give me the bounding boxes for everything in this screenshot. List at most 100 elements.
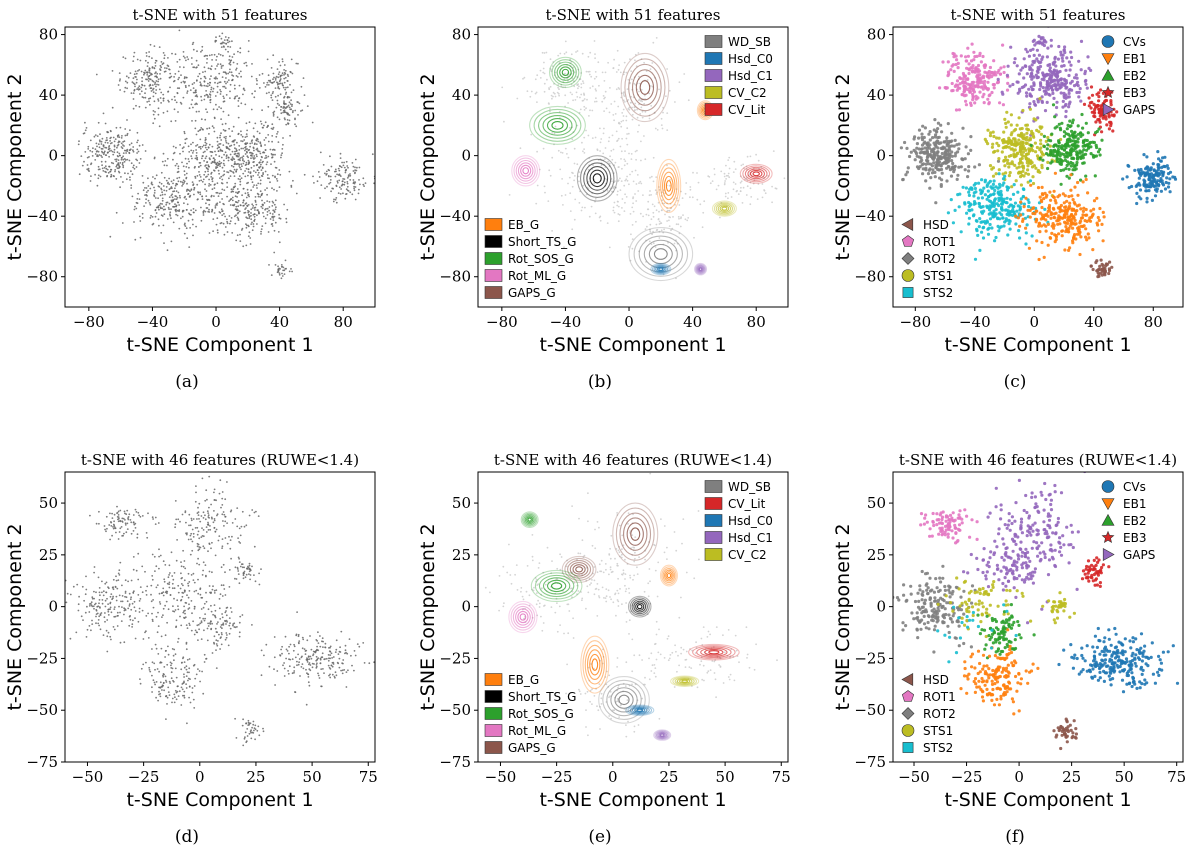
data-point [654,189,657,192]
data-point [1019,68,1023,72]
data-point [271,149,274,151]
data-point [1046,63,1050,67]
data-point [116,134,119,137]
data-point [283,95,286,98]
data-point [963,80,967,84]
data-point [713,173,716,176]
data-point [534,78,537,81]
data-point [126,134,128,137]
data-point [274,221,277,224]
data-point [1058,78,1062,82]
data-point [990,75,994,79]
data-point [288,96,291,99]
data-point [650,175,653,178]
data-point [90,163,92,166]
data-point [221,123,224,126]
contour-level [586,165,609,191]
data-point [285,221,288,224]
data-point [542,147,545,150]
data-point [176,61,179,63]
data-point [973,165,977,169]
data-point [1033,103,1038,107]
data-point [185,137,188,140]
data-point [144,106,147,109]
data-point [335,197,338,199]
data-point [213,53,216,56]
data-point [137,70,139,72]
data-point [921,172,925,176]
data-point [163,176,166,179]
data-point [958,82,962,86]
data-point [186,56,189,58]
data-point [1099,88,1103,92]
data-point [124,128,127,130]
contour-level [554,61,577,84]
data-point [123,145,125,147]
data-point [1024,91,1029,95]
data-point [209,91,212,93]
data-point [250,108,253,111]
data-point [171,52,173,55]
data-point [1040,57,1044,62]
contour-level [742,165,771,183]
data-point [278,273,281,276]
data-point [358,166,361,169]
data-point [223,80,226,83]
data-point [603,110,605,112]
data-point [284,259,287,262]
data-point [162,97,165,100]
data-point [204,137,207,139]
data-point [206,161,208,164]
legend-item-gaps-g: GAPS_G [484,286,556,300]
data-point [526,90,529,93]
data-point [175,146,177,149]
data-point [244,153,247,155]
data-point [329,181,332,184]
data-point [955,88,959,92]
data-point [212,90,214,93]
data-point [231,150,234,153]
data-point [634,169,637,172]
data-point [611,180,613,183]
data-point [228,215,231,217]
data-point [569,127,571,129]
data-point [173,79,176,82]
data-point [227,36,230,39]
data-point [77,143,80,146]
data-point [211,54,213,56]
data-point [936,127,940,131]
legend-label: CV_Lit [728,103,766,117]
data-point [86,168,89,171]
data-point [290,58,293,61]
data-point [255,139,258,142]
data-point [256,138,259,141]
data-point [214,161,216,164]
data-point [678,204,681,206]
data-point [220,107,223,110]
data-point [173,76,176,78]
data-point [184,225,187,228]
data-point [160,182,163,185]
data-point [1022,85,1026,89]
data-point [226,231,229,233]
data-point [103,166,106,169]
data-point [346,181,349,183]
data-point [136,152,139,154]
data-point [238,72,241,75]
data-point [285,111,288,114]
data-point [137,150,140,153]
data-point [658,189,661,191]
data-point [231,159,234,162]
data-point [258,87,261,89]
data-point [290,186,293,188]
data-point [650,194,652,196]
data-point [247,193,250,196]
data-point [666,220,668,222]
data-point [223,85,226,88]
data-point [244,211,247,214]
data-point [1052,96,1056,100]
data-point [272,217,275,219]
data-point [168,177,171,180]
data-point [251,221,253,224]
data-point [106,139,108,142]
